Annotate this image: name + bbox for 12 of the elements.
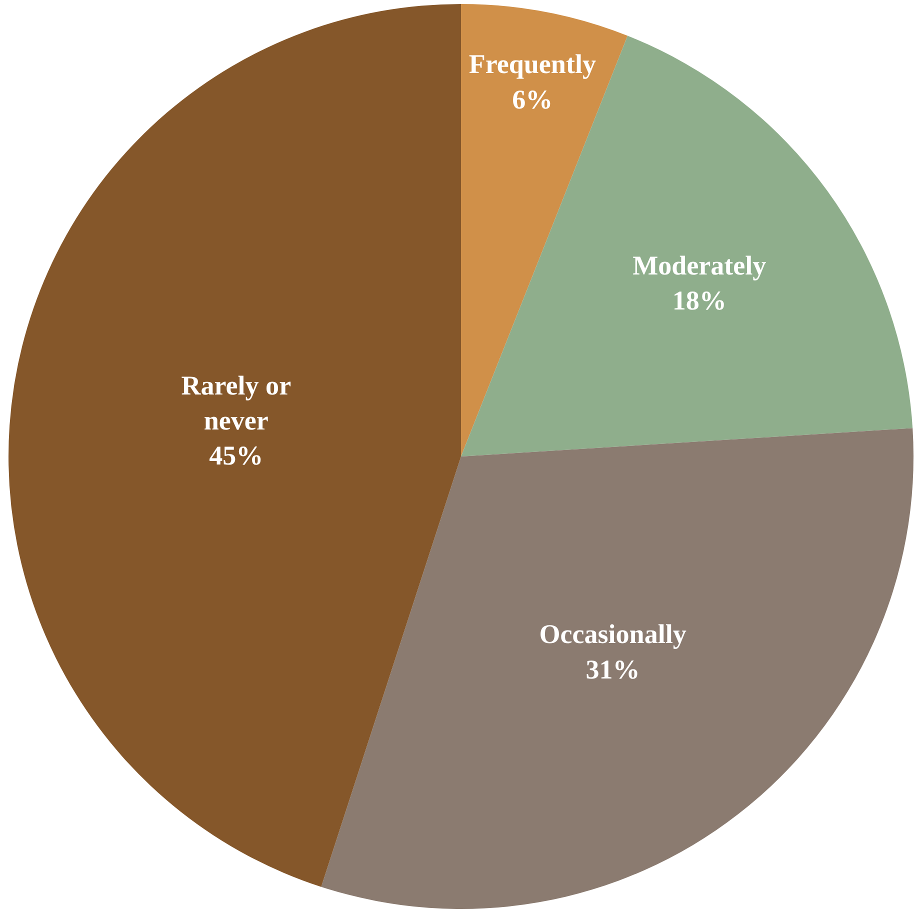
slice-label: Frequently	[468, 49, 596, 80]
pie-slice	[461, 36, 913, 456]
data-label: 31%	[586, 654, 640, 684]
data-label: 18%	[672, 285, 726, 316]
data-label: 6%	[512, 84, 553, 114]
slice-label: Occasionally	[539, 619, 687, 650]
slice-label: Rarely or never	[181, 370, 292, 436]
slice-label: Moderately	[632, 250, 767, 280]
pie-slice	[321, 428, 913, 908]
data-label: 45%	[209, 440, 264, 471]
pie-slice	[8, 4, 461, 887]
pie-slice	[461, 4, 628, 456]
